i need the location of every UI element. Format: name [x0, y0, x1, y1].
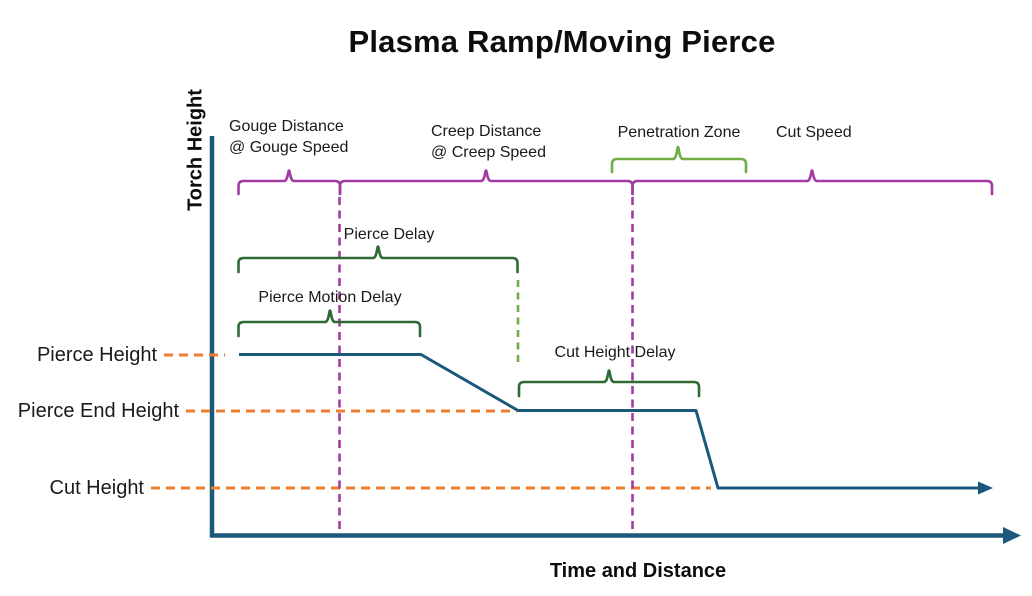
pierce-delay-brace: [237, 245, 519, 274]
gouge-distance-brace: [237, 169, 342, 196]
penetration-zone-brace: [610, 145, 748, 174]
creep-distance-brace: [338, 169, 634, 196]
gouge-distance-label-line2: @ Gouge Speed: [229, 139, 349, 156]
pierce-height-label: Pierce Height: [36, 344, 157, 366]
pierce-end-height-label: Pierce End Height: [17, 400, 179, 422]
penetration-zone-label: Penetration Zone: [617, 124, 741, 141]
cut-speed-brace: [631, 169, 994, 196]
pierce-motion-delay-label: Pierce Motion Delay: [258, 289, 402, 306]
gouge-distance-label: Gouge Distance @ Gouge Speed: [229, 116, 348, 158]
pierce-delay-label: Pierce Delay: [343, 226, 435, 243]
torch-height-profile-line: [239, 353, 980, 490]
creep-distance-label: Creep Distance @ Creep Speed: [431, 121, 546, 163]
cut-speed-label: Cut Speed: [776, 124, 852, 141]
cut-height-label: Cut Height: [49, 477, 145, 499]
creep-distance-label-line2: @ Creep Speed: [431, 144, 546, 161]
x-axis-arrowhead-icon: [1003, 527, 1021, 544]
page-title: Plasma Ramp/Moving Pierce: [348, 24, 776, 59]
cut-height-delay-label: Cut Height Delay: [554, 344, 676, 361]
cut-height-delay-brace: [517, 369, 701, 398]
y-axis-label: Torch Height: [184, 89, 207, 211]
gouge-distance-label-line1: Gouge Distance: [229, 118, 344, 135]
x-axis-label: Time and Distance: [549, 560, 727, 582]
pierce-motion-delay-brace: [237, 309, 422, 338]
creep-distance-label-line1: Creep Distance: [431, 123, 542, 140]
profile-arrowhead-icon: [978, 481, 993, 495]
